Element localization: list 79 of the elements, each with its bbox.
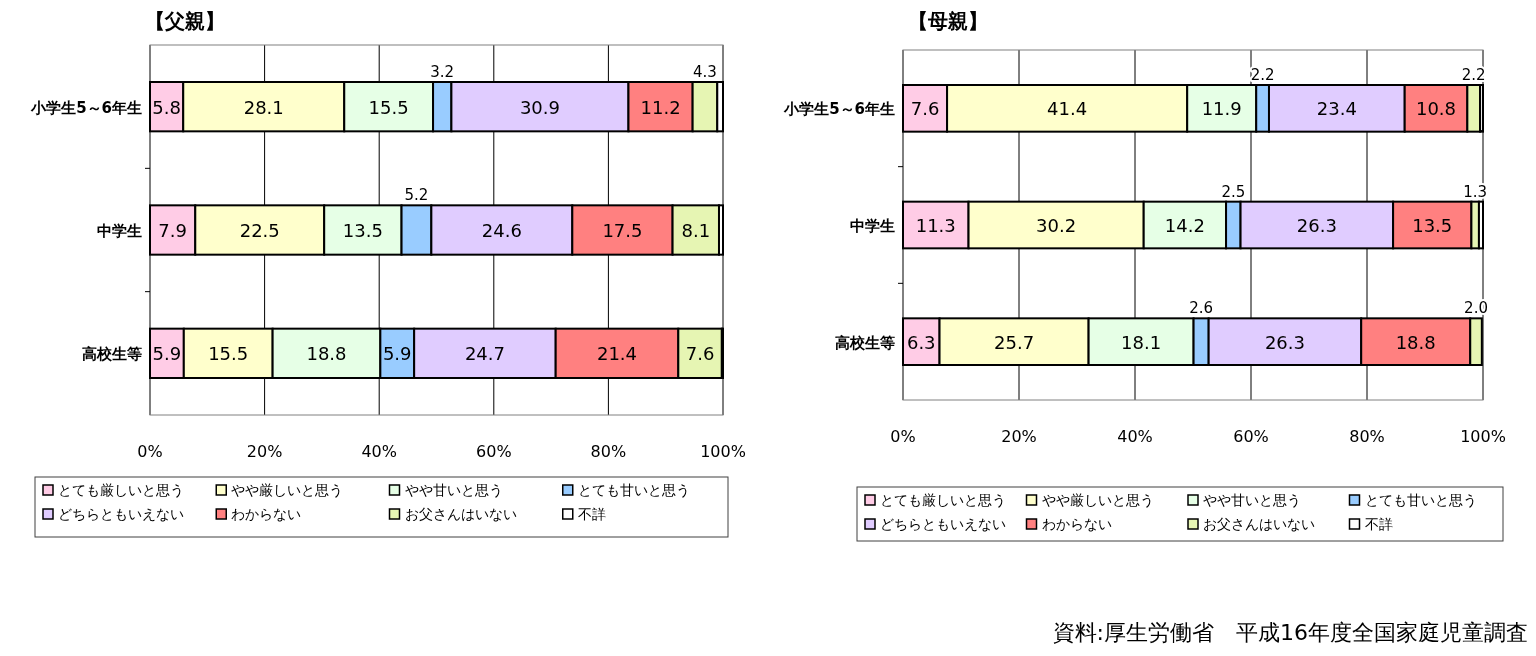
legend-label: どちらともいえない <box>58 506 184 522</box>
x-tick-label: 0% <box>137 442 163 461</box>
data-label: 23.4 <box>1316 98 1357 120</box>
data-label: 17.5 <box>602 220 643 241</box>
data-label: 18.8 <box>1395 331 1436 353</box>
chart-title: 【父親】 <box>145 9 225 33</box>
data-label: 26.3 <box>1264 331 1305 353</box>
legend-label: 不詳 <box>1364 516 1393 532</box>
chart-title: 【母親】 <box>908 9 988 33</box>
legend-label: わからない <box>231 506 302 522</box>
data-label: 15.5 <box>368 96 409 118</box>
y-tick-label: 中学生 <box>97 222 142 240</box>
x-tick-label: 20% <box>1001 427 1037 446</box>
x-tick-label: 40% <box>361 442 397 461</box>
y-tick-label: 中学生 <box>850 217 895 235</box>
data-label: 7.6 <box>910 98 940 120</box>
legend-label: やや厳しいと思う <box>231 482 344 498</box>
data-label: 18.8 <box>306 343 347 365</box>
x-tick-label: 20% <box>246 442 283 461</box>
data-label: 22.5 <box>239 220 280 241</box>
x-tick-label: 80% <box>1349 427 1385 446</box>
data-label: 15.5 <box>208 343 249 365</box>
legend-label: お父さんはいない <box>1203 516 1315 532</box>
x-tick-label: 60% <box>1233 427 1269 446</box>
data-label: 30.2 <box>1036 215 1077 236</box>
legend-label: とても甘いと思う <box>577 482 690 498</box>
data-label: 2.6 <box>1189 299 1214 318</box>
data-label: 2.0 <box>1464 299 1488 318</box>
x-tick-label: 40% <box>1117 427 1153 446</box>
data-label: 11.2 <box>640 96 681 118</box>
data-label: 7.9 <box>158 220 187 241</box>
data-label: 2.2 <box>1250 66 1275 84</box>
data-label: 2.5 <box>1221 182 1246 201</box>
data-label: 24.6 <box>481 220 522 241</box>
legend-label: やや厳しいと思う <box>1041 492 1154 508</box>
data-label: 11.9 <box>1201 98 1242 120</box>
legend-label: わからない <box>1041 516 1112 532</box>
data-label: 2.2 <box>1461 66 1486 84</box>
legend-label: とても厳しいと思う <box>880 492 1006 508</box>
data-label: 7.6 <box>685 343 715 365</box>
data-label: 13.5 <box>342 220 383 241</box>
data-label: 4.3 <box>693 63 717 81</box>
data-label: 10.8 <box>1415 98 1457 120</box>
data-label: 11.3 <box>915 215 956 236</box>
data-label: 5.9 <box>152 343 182 365</box>
x-tick-label: 100% <box>1460 427 1506 446</box>
data-label: 18.1 <box>1121 331 1162 353</box>
data-label: 5.8 <box>152 96 181 118</box>
x-tick-label: 80% <box>590 442 627 461</box>
x-tick-label: 0% <box>890 427 916 446</box>
data-label: 30.9 <box>519 96 560 118</box>
legend-label: とても甘いと思う <box>1364 492 1477 508</box>
data-label: 26.3 <box>1296 215 1337 236</box>
data-label: 21.4 <box>596 343 638 365</box>
data-label: 14.2 <box>1164 215 1205 236</box>
data-label: 24.7 <box>464 343 505 365</box>
data-label: 6.3 <box>906 331 936 353</box>
legend-label: とても厳しいと思う <box>58 482 184 498</box>
data-label: 8.1 <box>681 220 711 241</box>
data-label: 1.3 <box>1463 182 1488 201</box>
x-tick-label: 100% <box>700 442 746 461</box>
legend-label: お父さんはいない <box>404 506 517 522</box>
legend-label: どちらともいえない <box>880 516 1006 532</box>
y-tick-label: 小学生5～6年生 <box>783 100 895 119</box>
legend-label: やや甘いと思う <box>404 482 503 498</box>
y-tick-label: 高校生等 <box>835 333 895 352</box>
data-label: 5.2 <box>404 186 429 205</box>
data-label: 41.4 <box>1047 98 1088 120</box>
text: 資料:厚生労働省 平成16年度全国家庭児童調査 <box>1052 620 1528 645</box>
data-label: 13.5 <box>1412 215 1453 236</box>
data-label: 5.9 <box>382 343 412 365</box>
x-tick-label: 60% <box>476 442 512 461</box>
y-tick-label: 高校生等 <box>82 345 142 364</box>
data-label: 3.2 <box>430 63 455 81</box>
data-label: 25.7 <box>994 331 1035 353</box>
data-label: 28.1 <box>243 96 284 118</box>
legend-label: やや甘いと思う <box>1203 492 1301 508</box>
y-tick-label: 小学生5～6年生 <box>30 98 142 117</box>
legend-label: 不詳 <box>577 506 606 522</box>
